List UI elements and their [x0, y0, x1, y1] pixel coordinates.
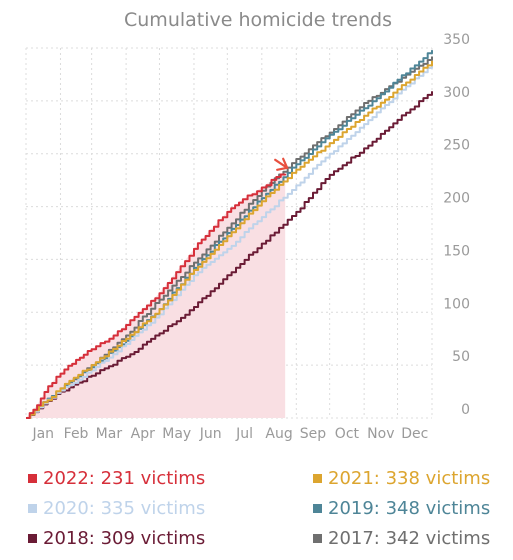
- annotation: [274, 157, 289, 171]
- legend-label: 2021: 338 victims: [328, 468, 490, 489]
- x-tick-label: Jun: [199, 426, 222, 442]
- legend-item-0: 2022: 231 victims: [28, 468, 205, 489]
- legend-item-1: 2021: 338 victims: [313, 468, 490, 489]
- x-tick-label: Nov: [367, 426, 394, 442]
- series-line-1: [26, 60, 433, 419]
- legend-label: 2018: 309 victims: [43, 528, 205, 549]
- legend-item-5: 2017: 342 victims: [313, 528, 490, 549]
- series-line-4: [26, 91, 433, 419]
- x-tick-label: Sep: [300, 426, 327, 442]
- legend-item-2: 2020: 335 victims: [28, 498, 205, 519]
- legend-swatch: [28, 474, 37, 483]
- x-tick-label: Aug: [265, 426, 292, 442]
- y-tick-label: 0: [461, 402, 470, 418]
- legend-label: 2019: 348 victims: [328, 498, 490, 519]
- x-tick-label: May: [162, 426, 191, 442]
- y-tick-label: 350: [443, 32, 470, 48]
- annotation-arrow: [274, 157, 289, 171]
- series-line-0: [26, 173, 287, 419]
- legend-swatch: [28, 534, 37, 543]
- x-tick-label: Feb: [64, 426, 89, 442]
- x-axis-ticks: Jan Feb Mar Apr May Jun Jul Aug Sep Oct Nov Dec: [31, 426, 428, 442]
- legend-item-4: 2018: 309 victims: [28, 528, 205, 549]
- legend-item-3: 2019: 348 victims: [313, 498, 490, 519]
- legend-swatch: [313, 504, 322, 513]
- y-tick-label: 200: [443, 191, 470, 207]
- y-tick-label: 300: [443, 85, 470, 101]
- y-tick-label: 50: [452, 349, 470, 365]
- x-tick-label: Apr: [131, 426, 155, 442]
- series-line-2: [26, 63, 433, 419]
- x-tick-label: Oct: [335, 426, 360, 442]
- x-tick-label: Jan: [31, 426, 54, 442]
- legend-swatch: [313, 534, 322, 543]
- y-axis-ticks: 0 50 100 150 200 250 300 350: [443, 32, 470, 418]
- chart-title: Cumulative homicide trends: [124, 9, 392, 31]
- y-tick-label: 250: [443, 138, 470, 154]
- legend: 2022: 231 victims 2021: 338 victims 2020: …: [28, 468, 490, 549]
- x-tick-label: Mar: [96, 426, 123, 442]
- y-tick-label: 150: [443, 243, 470, 259]
- series-lines: [26, 50, 433, 419]
- x-tick-label: Jul: [235, 426, 253, 442]
- legend-label: 2022: 231 victims: [43, 468, 205, 489]
- legend-swatch: [28, 504, 37, 513]
- y-tick-label: 100: [443, 296, 470, 312]
- x-tick-label: Dec: [401, 426, 428, 442]
- legend-label: 2020: 335 victims: [43, 498, 205, 519]
- legend-label: 2017: 342 victims: [328, 528, 490, 549]
- legend-swatch: [313, 474, 322, 483]
